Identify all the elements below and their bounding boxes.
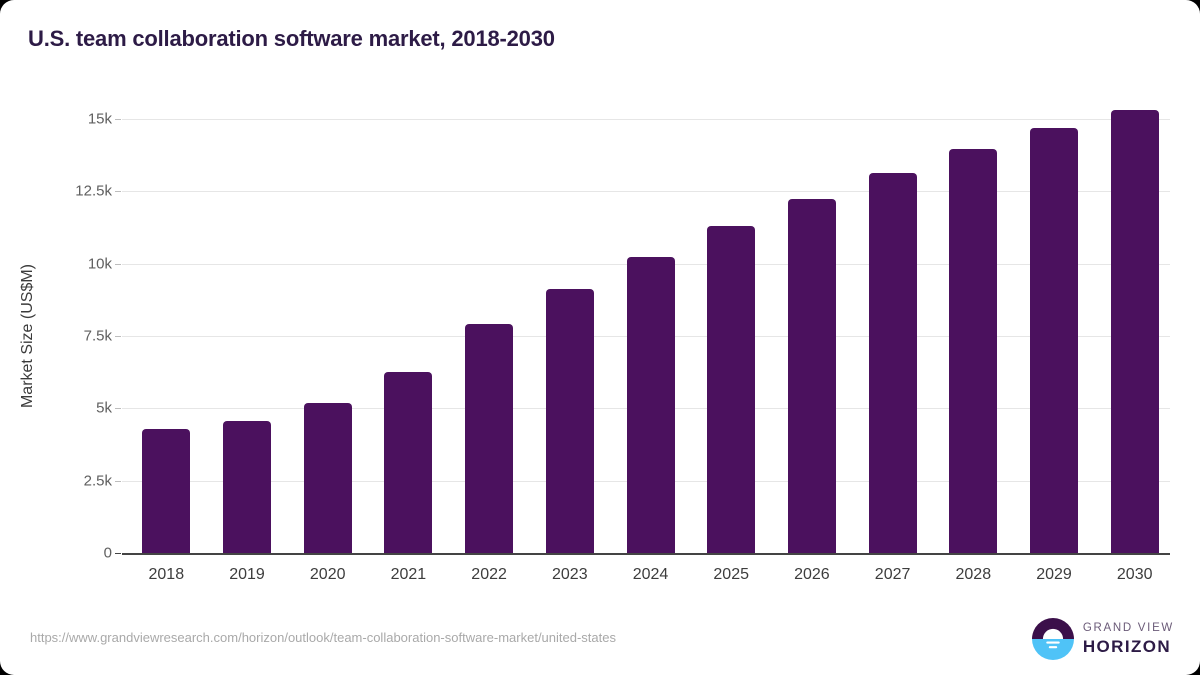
y-axis-tick-label: 12.5k [75,182,112,200]
y-axis-tick-label: 15k [87,110,112,128]
y-tick-mark [115,480,121,482]
y-tick-mark [115,336,121,337]
x-axis-tick-label-2027: 2027 [874,566,911,583]
page-title: U.S. team collaboration software market,… [28,26,555,51]
y-axis-tick-label: 10k [87,255,112,273]
bar-2019[interactable] [223,421,271,553]
y-axis-tick-label: 7.5k [83,327,112,345]
x-axis-tick-label-2024: 2024 [632,566,669,583]
y-tick-mark [115,263,121,265]
bar-2022[interactable] [465,323,514,553]
bar-2030[interactable] [1110,110,1159,553]
x-axis-tick-label-2030: 2030 [1116,566,1153,583]
x-axis-tick-label-2020: 2020 [309,566,346,583]
x-axis-tick-label-2026: 2026 [794,566,830,583]
bar-2024[interactable] [626,256,675,553]
x-axis-tick-label-2018: 2018 [148,566,185,583]
logo-line-horizon: HORIZON [1082,637,1172,657]
y-tick-mark [115,119,121,120]
x-axis-tick-label-2023: 2023 [552,566,588,583]
y-axis-tick-label: 5k [96,399,112,417]
y-tick-mark [115,553,121,554]
x-axis-tick-label-2025: 2025 [713,566,749,583]
x-axis-tick-label-2021: 2021 [390,566,427,583]
gridline [122,191,1170,193]
bar-2023[interactable] [545,289,594,553]
bar-2028[interactable] [949,149,998,553]
y-axis-tick-label: 0 [103,544,112,562]
x-axis-line [122,553,1170,555]
horizon-sun-circle-icon [1031,618,1074,660]
bar-2025[interactable] [707,226,756,553]
y-axis-title: Market Size (US$M) [19,263,36,409]
bar-2018[interactable] [142,428,191,553]
x-axis-tick-label-2028: 2028 [955,566,992,583]
x-axis-tick-label-2019: 2019 [229,566,265,583]
source-url-link[interactable]: https://www.grandviewresearch.com/horizo… [30,630,616,645]
logo-line-grand-view: GRAND VIEW [1082,621,1174,634]
bar-2021[interactable] [384,371,433,553]
brand-logo[interactable]: GRAND VIEW HORIZON [1031,618,1174,660]
y-axis-tick-label: 2.5k [83,472,112,490]
y-tick-mark [115,191,121,193]
x-axis-tick-label-2022: 2022 [471,566,507,583]
gridline [122,119,1170,120]
plot-area [115,110,1170,555]
logo-wordmark: GRAND VIEW HORIZON [1082,621,1174,657]
bar-2020[interactable] [303,402,352,553]
y-tick-mark [115,408,121,410]
x-axis-tick-label-2029: 2029 [1036,566,1072,583]
bar-2029[interactable] [1030,127,1078,553]
bar-2026[interactable] [787,199,836,553]
bar-2027[interactable] [868,173,917,553]
